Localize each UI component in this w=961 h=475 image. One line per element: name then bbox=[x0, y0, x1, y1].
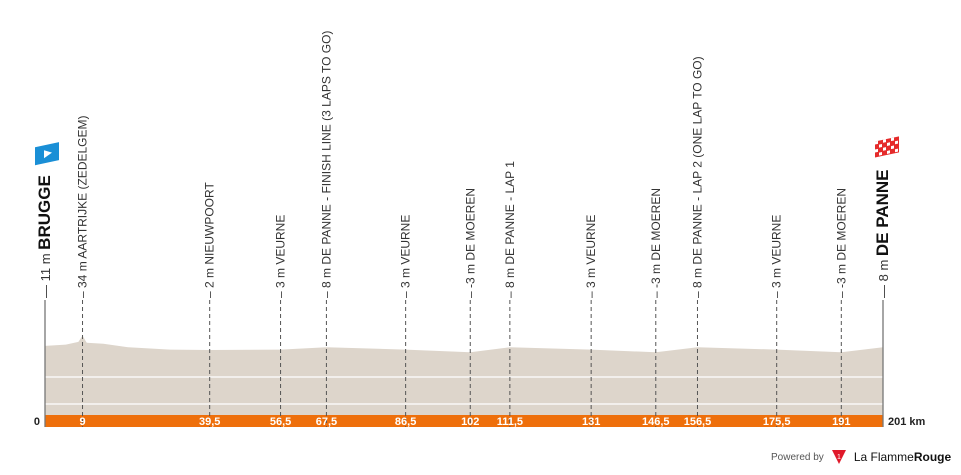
waypoint-km-label: 146,5 bbox=[642, 416, 670, 428]
svg-text:1: 1 bbox=[837, 454, 841, 461]
x-start-label: 0 bbox=[34, 416, 40, 428]
waypoint-label: – -3 m DE MOEREN bbox=[649, 188, 663, 298]
waypoint-km-label: 9 bbox=[79, 416, 85, 428]
waypoint-label: – -3 m DE MOEREN bbox=[834, 188, 848, 298]
finish-flag-icon bbox=[875, 136, 899, 158]
waypoint-label: – -3 m DE MOEREN bbox=[463, 188, 477, 298]
waypoint-km-label: 102 bbox=[461, 416, 479, 428]
powered-by-text: Powered by bbox=[771, 451, 824, 463]
start-altitude: — 11 m bbox=[38, 250, 53, 298]
brand-name: La FlammeRouge bbox=[854, 450, 951, 464]
waypoint-label: – 3 m VEURNE bbox=[399, 215, 413, 298]
waypoint-label: – 3 m VEURNE bbox=[584, 215, 598, 298]
waypoint-km-label: 56,5 bbox=[270, 416, 291, 428]
waypoint-km-label: 111,5 bbox=[497, 416, 523, 428]
la-flamme-rouge-logo-icon: 1 bbox=[831, 450, 846, 464]
start-label: — 11 m BRUGGE bbox=[35, 175, 54, 298]
x-end-label: 201 km bbox=[888, 416, 926, 428]
waypoint-km-label: 156,5 bbox=[684, 416, 712, 428]
waypoint-label: – 3 m VEURNE bbox=[274, 215, 288, 298]
finish-name: DE PANNE bbox=[873, 170, 892, 257]
waypoint-label: – 3 m VEURNE bbox=[770, 215, 784, 298]
brand-part-2: Rouge bbox=[913, 450, 952, 464]
waypoint-label: – 34 m AARTRIJKE (ZEDELGEM) bbox=[76, 116, 90, 299]
footer: Powered by 1 La FlammeRouge bbox=[771, 449, 951, 465]
brand-part-1: La Flamme bbox=[853, 450, 914, 464]
waypoint-km-label: 86,5 bbox=[395, 416, 416, 428]
waypoint-label: – 8 m DE PANNE - FINISH LINE (3 LAPS TO … bbox=[319, 31, 333, 298]
waypoint-km-label: 131 bbox=[582, 416, 600, 428]
waypoint-km-label: 67,5 bbox=[316, 416, 337, 428]
start-flag-icon bbox=[35, 142, 59, 166]
elevation-profile-area bbox=[45, 335, 883, 415]
start-name: BRUGGE bbox=[35, 175, 54, 250]
waypoint-label: – 8 m DE PANNE - LAP 1 bbox=[503, 161, 517, 298]
waypoint-label: – 8 m DE PANNE - LAP 2 (ONE LAP TO GO) bbox=[690, 56, 704, 298]
waypoint-label: – 2 m NIEUWPOORT bbox=[203, 182, 217, 298]
km-bar bbox=[45, 415, 883, 427]
waypoint-km-label: 175,5 bbox=[763, 416, 791, 428]
finish-altitude: — 8 m bbox=[876, 256, 891, 298]
finish-label: — 8 m DE PANNE bbox=[873, 170, 892, 299]
waypoint-km-label: 191 bbox=[832, 416, 850, 428]
waypoint-km-label: 39,5 bbox=[199, 416, 220, 428]
